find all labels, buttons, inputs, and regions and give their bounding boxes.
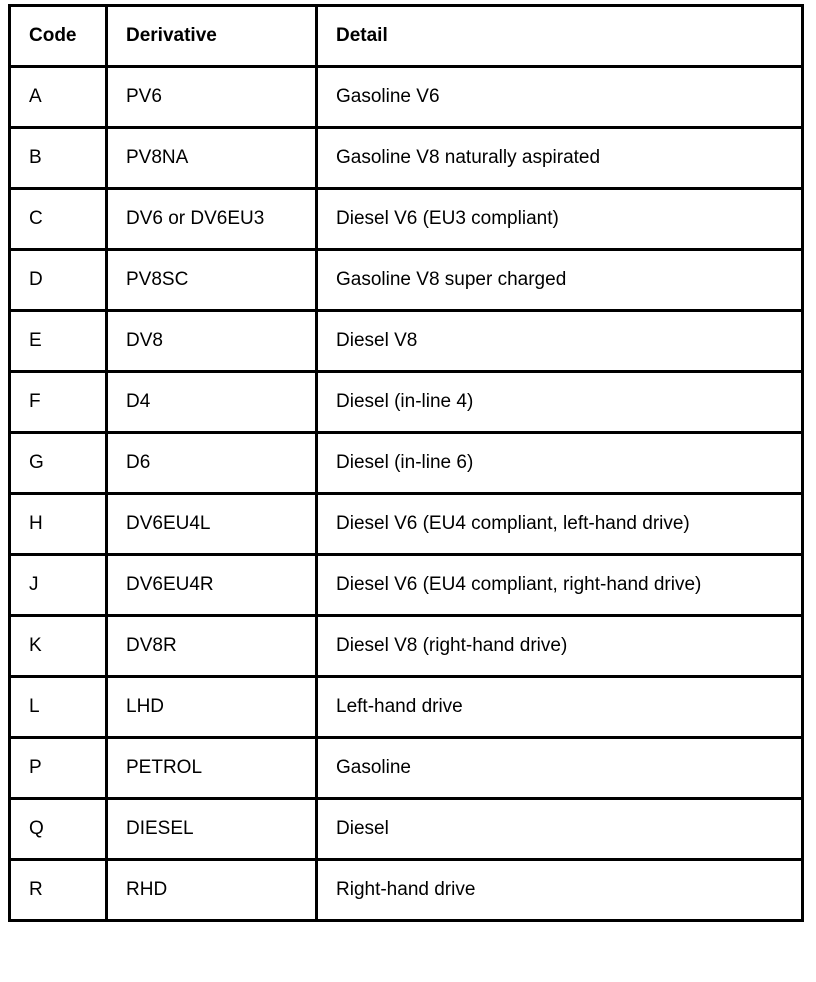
cell-derivative: PV8SC <box>105 248 318 312</box>
cell-detail: Diesel V6 (EU4 compliant, right-hand dri… <box>315 553 804 617</box>
cell-code: C <box>8 187 108 251</box>
cell-code: B <box>8 126 108 190</box>
cell-derivative: D4 <box>105 370 318 434</box>
cell-derivative: DIESEL <box>105 797 318 861</box>
cell-detail: Left-hand drive <box>315 675 804 739</box>
table-row: A PV6 Gasoline V6 <box>8 65 804 129</box>
cell-derivative: DV6EU4R <box>105 553 318 617</box>
cell-code: K <box>8 614 108 678</box>
cell-derivative: LHD <box>105 675 318 739</box>
cell-derivative: DV6EU4L <box>105 492 318 556</box>
cell-detail: Diesel V6 (EU4 compliant, left-hand driv… <box>315 492 804 556</box>
cell-detail: Diesel V6 (EU3 compliant) <box>315 187 804 251</box>
cell-derivative: PV6 <box>105 65 318 129</box>
cell-code: A <box>8 65 108 129</box>
cell-code: J <box>8 553 108 617</box>
header-derivative: Derivative <box>105 4 318 68</box>
header-detail: Detail <box>315 4 804 68</box>
table-row: R RHD Right-hand drive <box>8 858 804 922</box>
cell-code: Q <box>8 797 108 861</box>
table-row: E DV8 Diesel V8 <box>8 309 804 373</box>
table-row: B PV8NA Gasoline V8 naturally aspirated <box>8 126 804 190</box>
cell-code: P <box>8 736 108 800</box>
cell-detail: Gasoline <box>315 736 804 800</box>
cell-derivative: PV8NA <box>105 126 318 190</box>
table-row: D PV8SC Gasoline V8 super charged <box>8 248 804 312</box>
cell-derivative: DV6 or DV6EU3 <box>105 187 318 251</box>
table-row: K DV8R Diesel V8 (right-hand drive) <box>8 614 804 678</box>
cell-code: H <box>8 492 108 556</box>
table-row: P PETROL Gasoline <box>8 736 804 800</box>
header-code: Code <box>8 4 108 68</box>
cell-derivative: PETROL <box>105 736 318 800</box>
cell-code: F <box>8 370 108 434</box>
cell-derivative: RHD <box>105 858 318 922</box>
cell-code: L <box>8 675 108 739</box>
cell-code: G <box>8 431 108 495</box>
table-row: Q DIESEL Diesel <box>8 797 804 861</box>
derivative-code-table: Code Derivative Detail A PV6 Gasoline V6 B P… <box>8 4 804 922</box>
cell-detail: Diesel V8 (right-hand drive) <box>315 614 804 678</box>
cell-detail: Gasoline V8 naturally aspirated <box>315 126 804 190</box>
table-row: H DV6EU4L Diesel V6 (EU4 compliant, left-h… <box>8 492 804 556</box>
cell-detail: Diesel <box>315 797 804 861</box>
cell-code: E <box>8 309 108 373</box>
cell-detail: Diesel V8 <box>315 309 804 373</box>
cell-derivative: DV8 <box>105 309 318 373</box>
cell-detail: Diesel (in-line 6) <box>315 431 804 495</box>
cell-derivative: D6 <box>105 431 318 495</box>
table-row: G D6 Diesel (in-line 6) <box>8 431 804 495</box>
cell-detail: Diesel (in-line 4) <box>315 370 804 434</box>
table-row: F D4 Diesel (in-line 4) <box>8 370 804 434</box>
table-row: L LHD Left-hand drive <box>8 675 804 739</box>
cell-detail: Right-hand drive <box>315 858 804 922</box>
cell-detail: Gasoline V8 super charged <box>315 248 804 312</box>
cell-code: R <box>8 858 108 922</box>
cell-derivative: DV8R <box>105 614 318 678</box>
cell-code: D <box>8 248 108 312</box>
cell-detail: Gasoline V6 <box>315 65 804 129</box>
table-row: J DV6EU4R Diesel V6 (EU4 compliant, right-… <box>8 553 804 617</box>
header-row: Code Derivative Detail <box>8 4 804 68</box>
table-row: C DV6 or DV6EU3 Diesel V6 (EU3 compliant) <box>8 187 804 251</box>
